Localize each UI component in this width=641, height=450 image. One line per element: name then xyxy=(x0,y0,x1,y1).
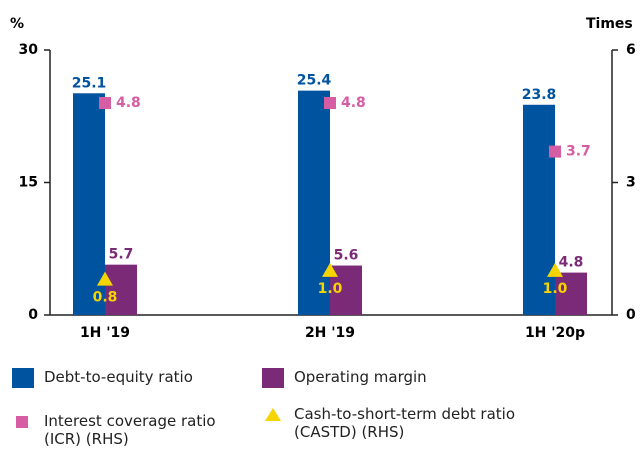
legend-swatch xyxy=(265,408,281,421)
y-tick-label: 0 xyxy=(28,307,38,323)
data-label: 25.1 xyxy=(72,75,107,91)
data-label: 1.0 xyxy=(543,281,568,297)
y2-tick-label: 0 xyxy=(626,307,636,323)
data-label: 1.0 xyxy=(318,281,343,297)
data-label: 4.8 xyxy=(559,255,584,271)
legend-item: Cash-to-short-term debt ratio (CASTD) (R… xyxy=(262,405,582,441)
marker-square xyxy=(549,145,561,158)
marker-square xyxy=(99,97,111,109)
y-axis-label: % xyxy=(10,16,24,32)
x-tick-label: 1H '20p xyxy=(525,325,585,341)
y2-axis-label: Times xyxy=(586,16,633,32)
data-label: 25.4 xyxy=(297,73,332,89)
bar xyxy=(73,93,105,316)
legend-label: Debt-to-equity ratio xyxy=(44,368,193,386)
legend-label: Cash-to-short-term debt ratio (CASTD) (R… xyxy=(294,405,516,441)
marker-triangle xyxy=(322,262,338,277)
y2-tick-label: 6 xyxy=(626,42,636,58)
data-label: 23.8 xyxy=(522,87,557,103)
marker-square xyxy=(324,97,336,109)
legend-label: Interest coverage ratio (ICR) (RHS) xyxy=(44,412,216,448)
legend-item: Interest coverage ratio (ICR) (RHS) xyxy=(12,412,252,448)
data-label: 0.8 xyxy=(93,290,118,306)
bar xyxy=(105,264,137,315)
bar xyxy=(298,90,330,315)
legend-swatch xyxy=(16,416,28,428)
data-label: 4.8 xyxy=(116,95,141,111)
x-tick-label: 1H '19 xyxy=(80,325,130,341)
data-label: 5.6 xyxy=(334,248,359,264)
legend-swatch xyxy=(12,368,34,388)
marker-triangle xyxy=(547,262,563,277)
legend-label: Operating margin xyxy=(294,368,427,386)
bar xyxy=(555,272,587,315)
data-label: 5.7 xyxy=(109,247,134,263)
marker-triangle xyxy=(97,271,113,286)
x-tick-label: 2H '19 xyxy=(305,325,355,341)
y-tick-label: 30 xyxy=(19,42,39,58)
legend-item: Debt-to-equity ratio xyxy=(12,368,232,388)
y-tick-label: 15 xyxy=(19,175,38,191)
legend-swatch xyxy=(262,368,284,388)
legend-item: Operating margin xyxy=(262,368,562,388)
bar xyxy=(523,104,555,316)
y2-tick-label: 3 xyxy=(626,175,636,191)
data-label: 4.8 xyxy=(341,95,366,111)
data-label: 3.7 xyxy=(566,144,591,160)
